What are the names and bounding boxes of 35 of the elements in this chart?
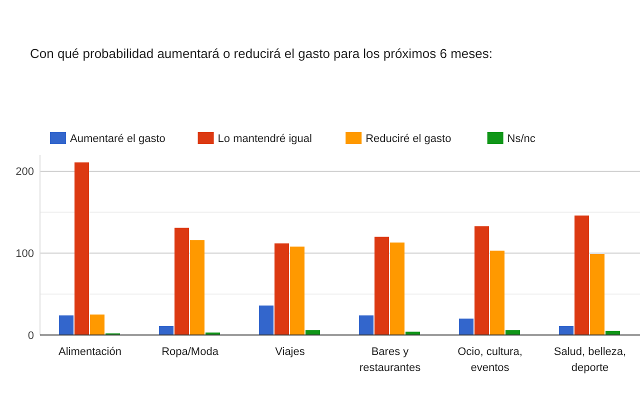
y-tick-label: 200 [16, 166, 34, 178]
bar [474, 226, 489, 335]
x-tick-label: Alimentación [58, 346, 122, 358]
bar [459, 318, 474, 335]
bar [506, 330, 520, 335]
legend-label: Lo mantendré igual [218, 132, 312, 145]
bar [574, 216, 589, 335]
bar [306, 330, 320, 335]
x-tick-label: Bares y restaurantes [359, 346, 422, 374]
legend-label: Aumentaré el gasto [70, 132, 166, 145]
bar [259, 306, 274, 335]
bar [174, 228, 189, 335]
bar [274, 243, 289, 335]
bar [490, 250, 504, 335]
bar [290, 246, 304, 335]
y-tick-label: 0 [28, 330, 34, 342]
bar [406, 332, 420, 335]
x-tick-label: Viajes [275, 346, 306, 358]
bar [159, 326, 174, 335]
chart-title: Con qué probabilidad aumentará o reducirá el gasto para los próximos 6 meses: [30, 46, 492, 61]
y-tick-label: 100 [16, 248, 34, 260]
bar [90, 314, 104, 335]
bar [559, 326, 574, 335]
bar [374, 236, 389, 335]
bar [359, 315, 374, 335]
bar [59, 315, 74, 335]
x-tick-label: Ocio, cultura, eventos [458, 346, 522, 374]
bar [590, 254, 604, 335]
legend-label: Reduciré el gasto [366, 132, 452, 145]
x-tick-label: Ropa/Moda [162, 346, 220, 358]
bar [74, 162, 89, 335]
bar [390, 242, 404, 335]
bar [190, 240, 204, 335]
x-tick-label: Salud, belleza, deporte [554, 346, 626, 374]
legend-label: Ns/nc [507, 132, 536, 145]
